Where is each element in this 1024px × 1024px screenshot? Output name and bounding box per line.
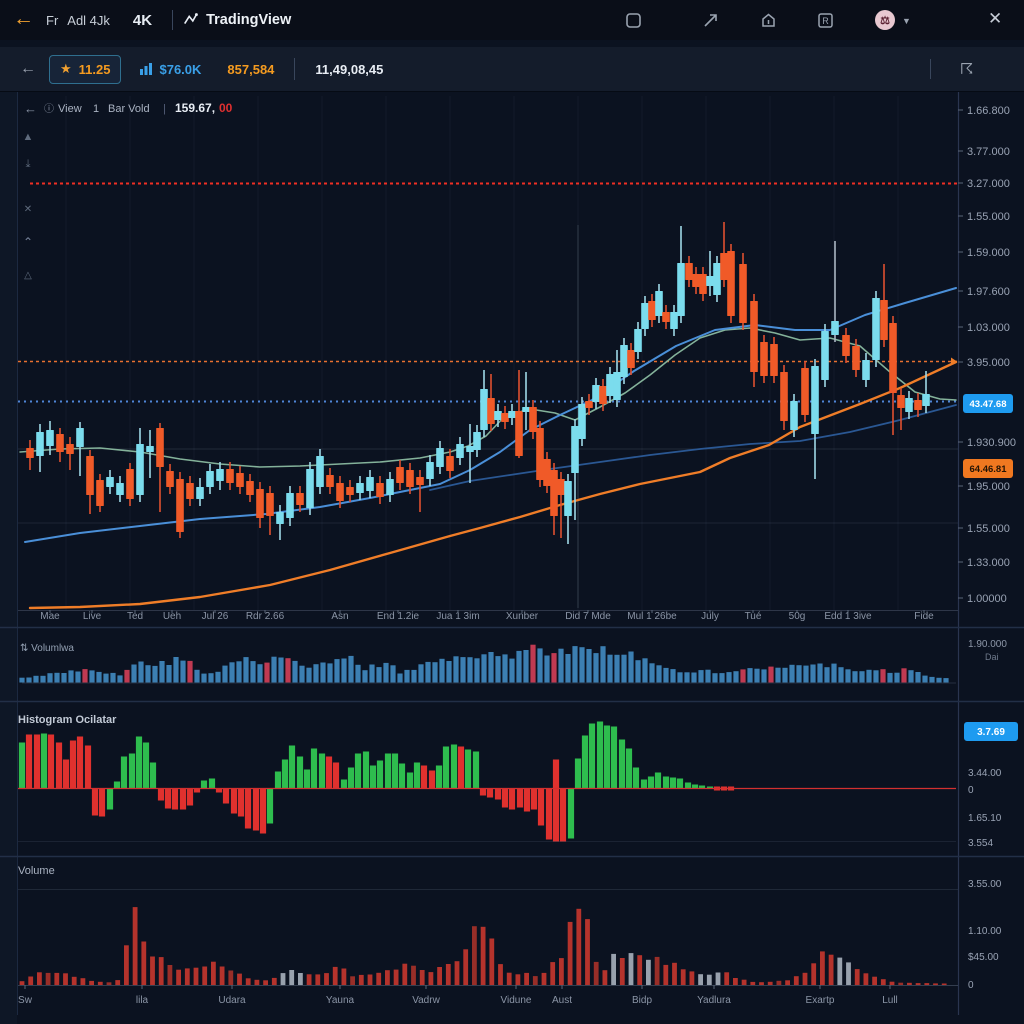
svg-text:Lull: Lull <box>882 995 898 1006</box>
svg-text:July: July <box>701 611 719 622</box>
svg-text:00: 00 <box>219 101 233 115</box>
svg-text:3.7.69: 3.7.69 <box>977 727 1005 738</box>
svg-text:Mae: Mae <box>40 611 60 622</box>
svg-text:0: 0 <box>968 980 974 991</box>
svg-text:1.33.000: 1.33.000 <box>967 557 1010 569</box>
svg-text:ⓘ: ⓘ <box>44 103 54 115</box>
svg-text:▲: ▲ <box>23 131 34 143</box>
svg-text:←: ← <box>24 101 37 116</box>
svg-text:Vadrw: Vadrw <box>412 995 440 1006</box>
svg-text:43.47.68: 43.47.68 <box>970 399 1007 410</box>
svg-text:1.55.000: 1.55.000 <box>967 211 1010 223</box>
svg-text:3.95.000: 3.95.000 <box>967 357 1010 369</box>
svg-text:Dai: Dai <box>985 652 999 662</box>
svg-text:Aust: Aust <box>552 995 572 1006</box>
svg-text:3.44.00: 3.44.00 <box>968 768 1002 779</box>
svg-text:Fide: Fide <box>914 611 934 622</box>
svg-text:Asn: Asn <box>331 611 348 622</box>
svg-text:0: 0 <box>968 785 974 796</box>
svg-text:3.77.000: 3.77.000 <box>967 146 1010 158</box>
svg-text:|: | <box>163 103 166 115</box>
svg-text:50g: 50g <box>789 611 806 622</box>
svg-text:1.930.900: 1.930.900 <box>967 437 1016 449</box>
svg-text:Ueh: Ueh <box>163 611 181 622</box>
svg-text:End 1.2ie: End 1.2ie <box>377 611 420 622</box>
svg-text:1.00000: 1.00000 <box>967 593 1007 605</box>
svg-text:$45.00: $45.00 <box>968 952 999 963</box>
svg-text:lila: lila <box>136 995 149 1006</box>
svg-text:1.59.000: 1.59.000 <box>967 247 1010 259</box>
svg-text:R: R <box>822 16 829 26</box>
svg-text:1.10.00: 1.10.00 <box>968 926 1002 937</box>
svg-text:Tué: Tué <box>745 611 762 622</box>
svg-text:3.55.00: 3.55.00 <box>968 879 1002 890</box>
svg-text:1.97.600: 1.97.600 <box>967 286 1010 298</box>
svg-text:1: 1 <box>93 103 99 115</box>
svg-text:⇅ Volumlwa: ⇅ Volumlwa <box>20 643 74 654</box>
svg-text:Udara: Udara <box>218 995 246 1006</box>
svg-text:1.66.800: 1.66.800 <box>967 105 1010 117</box>
svg-text:3.27.000: 3.27.000 <box>967 178 1010 190</box>
svg-text:3.554: 3.554 <box>968 838 993 849</box>
svg-text:⤓: ⤓ <box>26 158 31 170</box>
svg-text:1.95.000: 1.95.000 <box>967 481 1010 493</box>
svg-text:159.67,: 159.67, <box>175 101 215 115</box>
svg-text:Mul 1 26be: Mul 1 26be <box>627 611 677 622</box>
svg-text:Exartp: Exartp <box>806 995 835 1006</box>
svg-text:View: View <box>58 103 82 115</box>
svg-text:Rdr 2.66: Rdr 2.66 <box>246 611 285 622</box>
svg-text:Volume: Volume <box>18 865 55 877</box>
svg-text:1.90.000: 1.90.000 <box>968 639 1007 650</box>
svg-text:Xunber: Xunber <box>506 611 539 622</box>
svg-text:Bar Vold: Bar Vold <box>108 103 150 115</box>
svg-text:1.03.000: 1.03.000 <box>967 322 1010 334</box>
svg-text:Live: Live <box>83 611 102 622</box>
svg-text:Vidune: Vidune <box>501 995 532 1006</box>
svg-text:Edd 1 3ive: Edd 1 3ive <box>824 611 872 622</box>
svg-text:✕: ✕ <box>24 204 32 215</box>
svg-text:Yauna: Yauna <box>326 995 355 1006</box>
svg-text:△: △ <box>24 270 32 281</box>
svg-text:1.65.10: 1.65.10 <box>968 813 1002 824</box>
svg-text:⌃: ⌃ <box>23 235 33 249</box>
svg-text:Sw: Sw <box>18 995 33 1006</box>
svg-text:Histogram Ocilatar: Histogram Ocilatar <box>18 714 117 726</box>
svg-text:Yadlura: Yadlura <box>697 995 731 1006</box>
svg-text:Bidp: Bidp <box>632 995 652 1006</box>
svg-text:1.55.000: 1.55.000 <box>967 523 1010 535</box>
svg-text:64.46.81: 64.46.81 <box>970 464 1008 475</box>
svg-text:Jul 26: Jul 26 <box>202 611 229 622</box>
svg-text:Did 7 Mde: Did 7 Mde <box>565 611 611 622</box>
svg-text:Jua 1 3im: Jua 1 3im <box>436 611 479 622</box>
svg-text:Ted: Ted <box>127 611 143 622</box>
